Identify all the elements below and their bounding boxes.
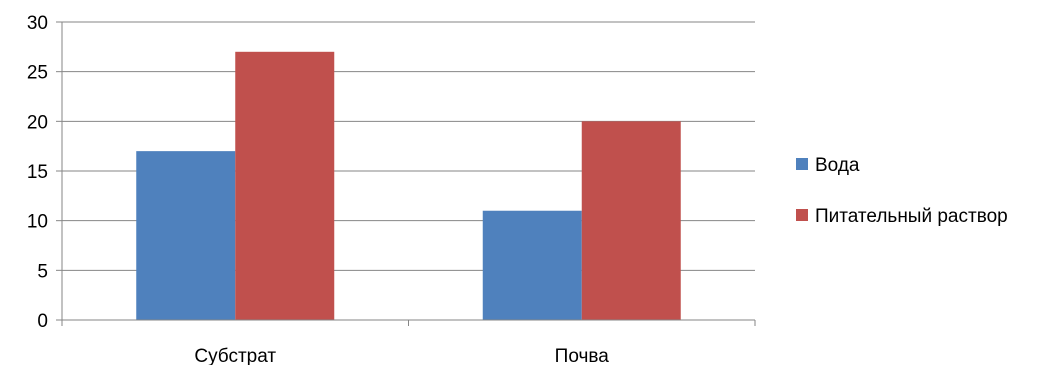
legend-swatch (796, 209, 808, 221)
bars (136, 51, 681, 321)
legend-label: Вода (815, 155, 860, 176)
y-tick-label: 15 (27, 162, 48, 183)
y-tick-label: 30 (27, 13, 48, 34)
legend-label: Питательный раствор (815, 206, 1008, 227)
bar-series-1-2 (482, 210, 582, 320)
y-tick-label: 25 (27, 63, 48, 84)
y-tick-label: 20 (27, 112, 48, 133)
y-tick-label: 5 (37, 261, 48, 282)
y-tick-label: 10 (27, 212, 48, 233)
bar-series-2-2 (581, 121, 681, 320)
x-tick-label: Почва (555, 346, 610, 365)
legend-swatch (796, 158, 808, 170)
bar-series-1-1 (136, 151, 236, 320)
x-tick-label: Субстрат (194, 346, 276, 365)
y-tick-label: 0 (37, 311, 48, 332)
bar-series-2-1 (235, 51, 335, 321)
axes: 0 5 10 15 20 25 30 Субстрат Почва (27, 13, 756, 367)
legend: Вода Питательный раствор (796, 155, 1008, 227)
